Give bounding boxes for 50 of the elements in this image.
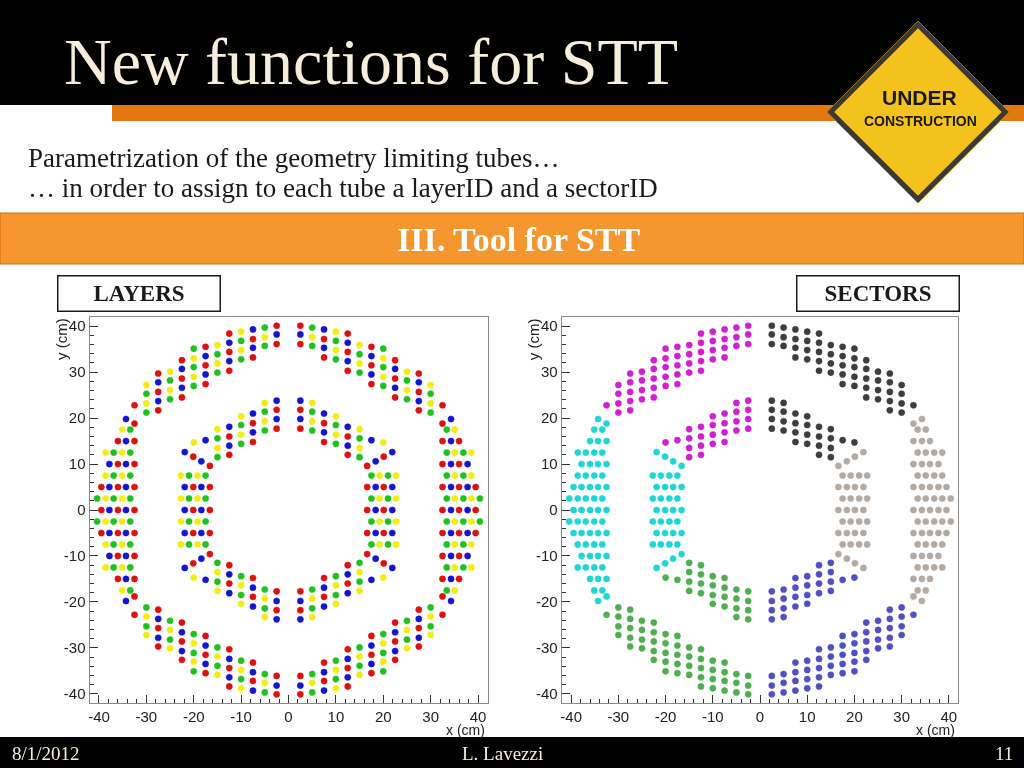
y-tick-label: 30 — [541, 363, 558, 381]
y-tick-label: -30 — [536, 639, 558, 657]
x-tick-label: 10 — [798, 708, 816, 725]
x-tick-label: 40 — [469, 708, 487, 725]
text: 8/1/2012 — [12, 743, 80, 764]
y-tick-label: -40 — [63, 685, 86, 703]
text: III. Tool for STT — [397, 221, 641, 258]
y-tick-label: -10 — [63, 547, 86, 565]
y-tick-label: 0 — [77, 501, 86, 519]
x-tick-label: 0 — [755, 708, 765, 725]
y-tick-label: -20 — [63, 593, 86, 611]
y-axis-title: y (cm) — [525, 318, 543, 361]
y-tick-label: 0 — [549, 501, 558, 519]
text: UNDER — [882, 86, 957, 109]
y-tick-label: -30 — [63, 639, 86, 657]
y-tick-label: 10 — [68, 455, 86, 473]
text: L. Lavezzi — [462, 743, 544, 764]
chart-title: LAYERS — [93, 281, 185, 306]
text: Parametrization of the geometry limiting tubes… … in order to assign to each tube a layerID and a sectorID — [28, 143, 658, 203]
x-tick-label: 30 — [893, 708, 910, 725]
x-tick-label: 20 — [374, 708, 392, 725]
x-tick-label: 30 — [422, 708, 439, 725]
x-tick-label: -10 — [701, 708, 724, 725]
y-tick-label: 40 — [541, 317, 558, 335]
text: New functions for STT — [64, 25, 679, 98]
x-tick-label: -30 — [135, 708, 158, 725]
x-tick-label: -40 — [560, 708, 582, 725]
y-tick-label: 20 — [68, 409, 86, 427]
y-tick-label: 30 — [68, 363, 86, 381]
y-tick-label: -20 — [536, 593, 558, 611]
y-axis-title: y (cm) — [53, 318, 70, 360]
x-axis-title: x (cm) — [446, 722, 485, 738]
text: 11 — [995, 743, 1014, 764]
y-tick-label: 40 — [68, 317, 86, 335]
x-tick-label: 40 — [940, 708, 958, 725]
x-tick-label: 10 — [327, 708, 345, 725]
x-tick-label: 0 — [284, 708, 293, 725]
text: CONSTRUCTION — [864, 113, 977, 129]
x-tick-label: -40 — [88, 708, 110, 725]
y-tick-label: 10 — [541, 455, 558, 473]
x-tick-label: -30 — [607, 708, 630, 725]
y-tick-label: -10 — [536, 547, 558, 565]
x-tick-label: -10 — [230, 708, 252, 725]
x-tick-label: -20 — [654, 708, 677, 725]
x-tick-label: 20 — [846, 708, 863, 725]
y-tick-label: -40 — [536, 685, 558, 703]
x-tick-label: -20 — [182, 708, 205, 725]
x-axis-title: x (cm) — [916, 722, 955, 738]
y-tick-label: 20 — [541, 409, 558, 427]
chart-title: SECTORS — [824, 281, 932, 306]
